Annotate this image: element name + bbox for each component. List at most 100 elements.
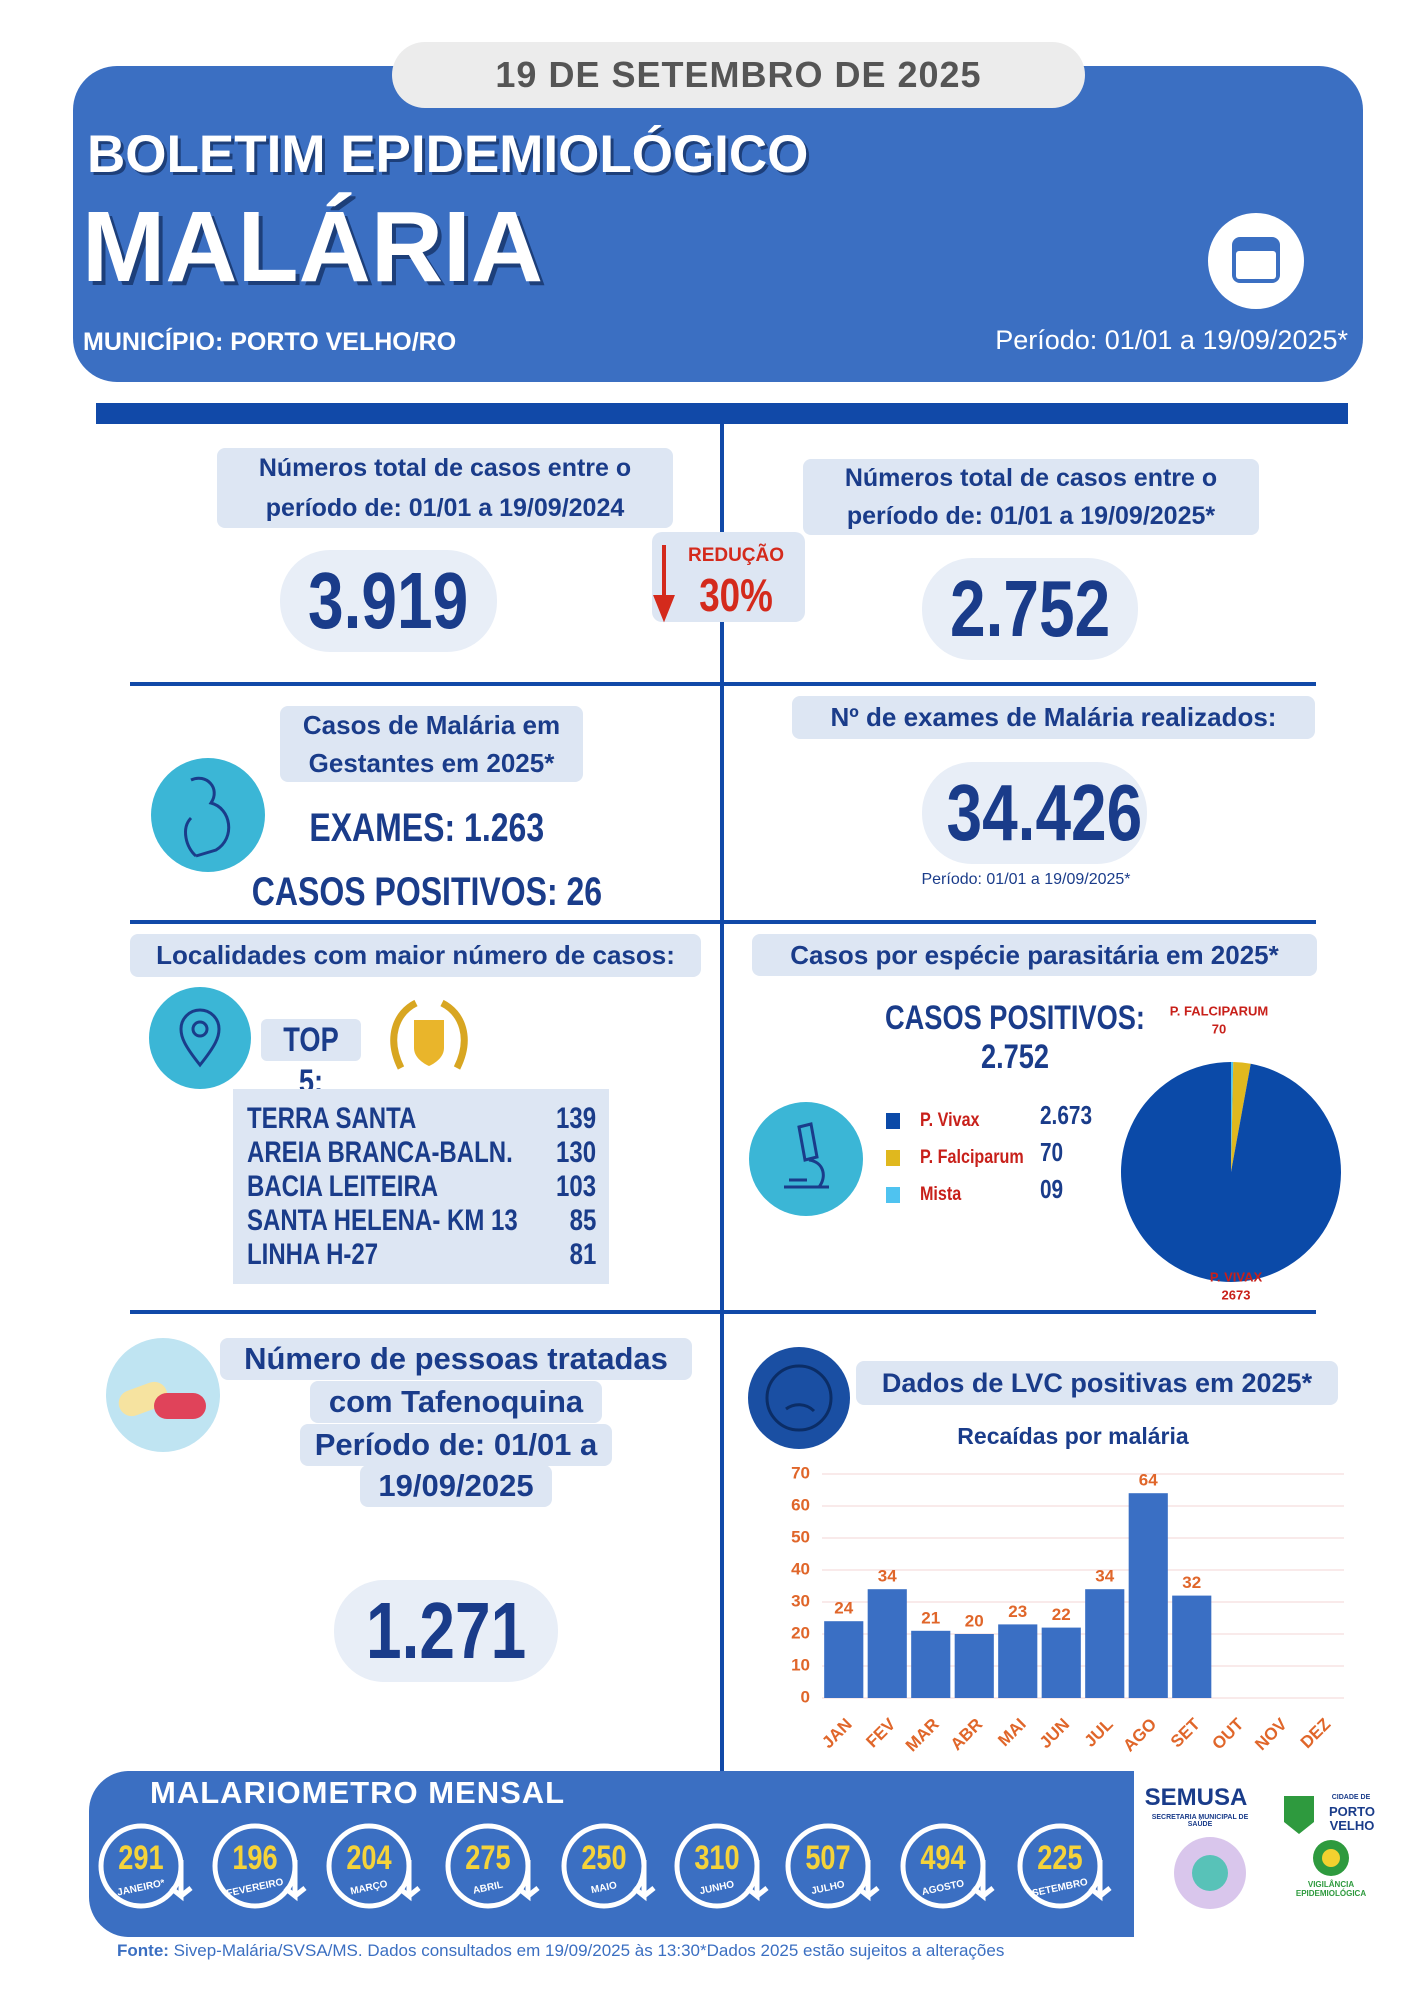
pie-chart: P. FALCIPARUM 70 P. VIVAX 2673	[1121, 1003, 1341, 1302]
arrow	[653, 545, 675, 623]
date-pill: 19 DE SETEMBRO DE 2025	[392, 42, 1085, 108]
down-arrow	[653, 545, 675, 623]
icon-shape	[785, 1403, 816, 1413]
text: EXAMES: 1.263	[309, 806, 545, 850]
pregnant-icon	[151, 758, 265, 872]
subtitle: MALÁRIA	[82, 191, 544, 303]
legend-swatch	[886, 1113, 900, 1129]
pie-annotation: P. FALCIPARUM	[1170, 1003, 1268, 1018]
label-line: período de: 01/01 a 19/09/2025*	[846, 502, 1216, 530]
vigilancia-text: EPIDEMIOLÓGICA	[1295, 1889, 1367, 1898]
y-tick-label: 40	[791, 1559, 810, 1578]
label-line: Casos de Malária em	[302, 710, 561, 740]
top-bar	[96, 403, 1348, 424]
footer-text: Sivep-Malária/SVSA/MS. Dados consultados…	[168, 1941, 1005, 1960]
gauge-value: 494	[920, 1838, 965, 1877]
locality-value: 130	[496, 1136, 596, 1170]
pie-slice	[1231, 1062, 1251, 1172]
label-line: Números total de casos entre o	[844, 464, 1218, 492]
y-tick-label: 60	[791, 1495, 810, 1514]
legend-label: P. Falciparum	[920, 1146, 1024, 1168]
bar	[998, 1624, 1038, 1698]
text: LINHA H-27	[247, 1238, 379, 1271]
chart-title: Recaídas por malária	[957, 1423, 1189, 1449]
icon-shape	[191, 1020, 209, 1038]
bar	[1128, 1493, 1168, 1698]
locality-value: 81	[496, 1238, 596, 1272]
pill-icon	[106, 1338, 220, 1452]
pin-icon	[149, 987, 251, 1089]
icon-shape	[765, 1364, 833, 1432]
icon-circle	[151, 758, 265, 872]
icon-shape	[1236, 251, 1276, 279]
gauge-value: 196	[232, 1838, 277, 1877]
species-positives: CASOS POSITIVOS: 2.752	[815, 999, 1215, 1077]
label-box: Número de pessoas tratadas	[220, 1338, 692, 1380]
locality-name: LINHA H-27	[247, 1238, 411, 1272]
y-tick-label: 70	[791, 1463, 810, 1482]
face-icon	[748, 1347, 850, 1449]
text: AREIA BRANCA-BALN.	[247, 1136, 513, 1169]
title: BOLETIM EPIDEMIOLÓGICO	[87, 125, 809, 184]
locality-name: TERRA SANTA	[247, 1102, 459, 1136]
health-logo	[1192, 1855, 1228, 1891]
label-box: 19/09/2025	[360, 1465, 552, 1507]
vigilancia-logo	[1322, 1849, 1340, 1867]
vigilancia-text: VIGILÂNCIA	[1307, 1880, 1355, 1889]
icon-shape	[179, 1008, 221, 1068]
value-pill: 3.919	[280, 550, 497, 652]
icon-circle	[748, 1347, 850, 1449]
pie-slice	[1231, 1062, 1234, 1172]
gauge-value: 310	[694, 1838, 739, 1877]
bar-value-label: 22	[1052, 1605, 1071, 1624]
label-box: Números total de casos entre o período de…	[217, 448, 673, 528]
divider	[130, 1310, 1316, 1314]
gauge-value: 204	[346, 1838, 391, 1877]
value: 1.271	[365, 1586, 527, 1675]
value: 30%	[699, 569, 773, 621]
y-tick-label: 30	[791, 1591, 810, 1610]
bar	[1085, 1589, 1125, 1698]
icon-shape	[184, 776, 231, 858]
bar	[954, 1634, 994, 1698]
gauge-value: 291	[118, 1838, 163, 1877]
legend-value: 2.673	[1040, 1101, 1092, 1130]
legend-label: Mista	[920, 1183, 961, 1205]
city-shield	[1284, 1796, 1314, 1834]
gauge-arrow	[1088, 1860, 1112, 1902]
gauge-arrow	[516, 1860, 540, 1902]
microscope-icon	[749, 1102, 863, 1216]
pregnant-exams: EXAMES: 1.263	[227, 806, 627, 851]
locality-value: 103	[496, 1170, 596, 1204]
gauge-arrow	[169, 1860, 193, 1902]
bar	[1041, 1627, 1081, 1698]
bar-value-label: 64	[1139, 1471, 1158, 1490]
footer-label: Fonte:	[117, 1941, 169, 1960]
semusa-logo: SEMUSA	[1144, 1784, 1248, 1811]
table-box	[233, 1089, 609, 1284]
divider	[130, 682, 1316, 686]
label-box: Período de: 01/01 a	[300, 1424, 612, 1466]
pie-annotation-value: 2673	[1222, 1287, 1251, 1302]
text: 85	[569, 1204, 596, 1237]
y-tick-label: 10	[791, 1655, 810, 1674]
city-name: PORTO VELHO	[1329, 1804, 1375, 1833]
bar	[867, 1589, 907, 1698]
text: BACIA LEITEIRA	[247, 1170, 439, 1203]
label-box: Casos por espécie parasitária em 2025*	[752, 934, 1317, 976]
bar-value-label: 21	[921, 1608, 940, 1627]
gauge-arrow	[397, 1860, 421, 1902]
label-line: Gestantes em 2025*	[308, 748, 555, 778]
locality-name: SANTA HELENA- KM 13	[247, 1204, 585, 1238]
pie-slice	[1121, 1062, 1341, 1282]
locality-name: BACIA LEITEIRA	[247, 1170, 486, 1204]
y-tick-label: 50	[791, 1527, 810, 1546]
legend-value: 09	[1040, 1175, 1063, 1204]
value-pill: 2.752	[922, 558, 1138, 660]
city-pre: CIDADE DE	[1331, 1794, 1371, 1801]
value-pill: 34.426	[922, 762, 1147, 864]
locality-name: AREIA BRANCA-BALN.	[247, 1136, 579, 1170]
